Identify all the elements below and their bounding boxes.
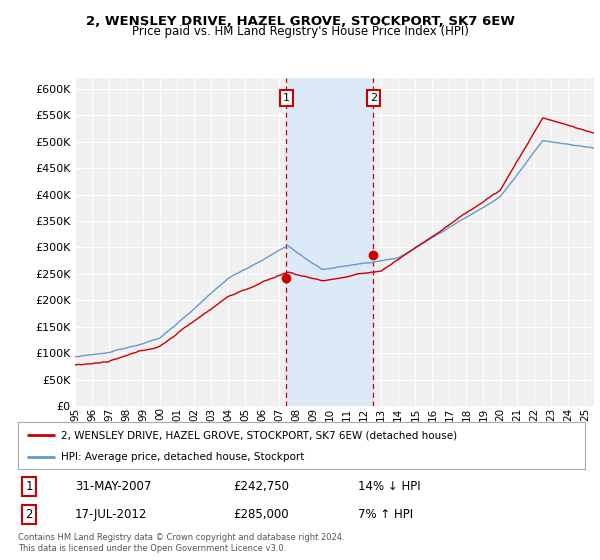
Text: 2, WENSLEY DRIVE, HAZEL GROVE, STOCKPORT, SK7 6EW: 2, WENSLEY DRIVE, HAZEL GROVE, STOCKPORT… [86, 15, 515, 27]
Text: Contains HM Land Registry data © Crown copyright and database right 2024.
This d: Contains HM Land Registry data © Crown c… [18, 533, 344, 553]
Text: 31-MAY-2007: 31-MAY-2007 [75, 480, 151, 493]
Bar [286, 78, 373, 406]
Text: HPI: Average price, detached house, Stockport: HPI: Average price, detached house, Stoc… [61, 452, 304, 462]
Text: £285,000: £285,000 [233, 508, 289, 521]
Text: 17-JUL-2012: 17-JUL-2012 [75, 508, 147, 521]
Text: 7% ↑ HPI: 7% ↑ HPI [358, 508, 413, 521]
Text: 1: 1 [26, 480, 33, 493]
Text: Price paid vs. HM Land Registry's House Price Index (HPI): Price paid vs. HM Land Registry's House … [131, 25, 469, 38]
Text: 2, WENSLEY DRIVE, HAZEL GROVE, STOCKPORT, SK7 6EW (detached house): 2, WENSLEY DRIVE, HAZEL GROVE, STOCKPORT… [61, 430, 457, 440]
Text: £242,750: £242,750 [233, 480, 289, 493]
Text: 1: 1 [283, 93, 290, 103]
Text: 2: 2 [370, 93, 377, 103]
Text: 2: 2 [26, 508, 33, 521]
Text: 14% ↓ HPI: 14% ↓ HPI [358, 480, 421, 493]
